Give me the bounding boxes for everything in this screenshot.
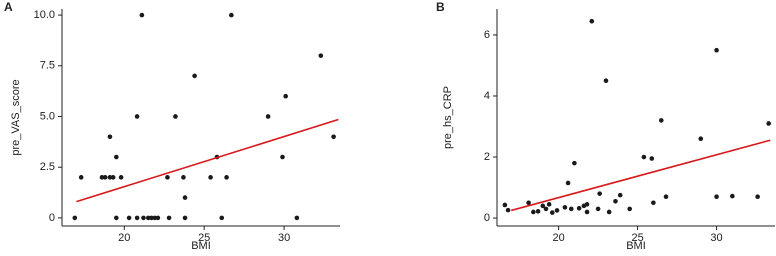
x-tick-label: 25 <box>631 232 643 244</box>
point <box>606 209 612 215</box>
point <box>531 209 536 215</box>
point <box>766 121 771 126</box>
point <box>572 160 577 166</box>
point <box>114 154 119 160</box>
point <box>562 205 568 210</box>
point <box>584 202 590 207</box>
point <box>576 205 582 211</box>
y-axis-title: pre_VAS_score <box>10 79 22 155</box>
y-tick-label: 2 <box>484 151 490 163</box>
point <box>192 73 197 79</box>
point <box>568 206 574 212</box>
point <box>546 202 552 207</box>
point <box>595 206 601 212</box>
point <box>72 215 78 221</box>
y-axis-title: pre_hs_CRP <box>442 86 454 149</box>
x-tick-label: 20 <box>552 232 564 244</box>
point <box>543 206 549 212</box>
point <box>182 195 188 200</box>
point <box>139 12 145 18</box>
x-tick-label: 25 <box>198 232 210 244</box>
point <box>134 215 140 221</box>
point <box>126 215 132 221</box>
point <box>102 175 108 180</box>
point <box>554 208 560 213</box>
point <box>219 215 225 221</box>
x-tick-label: 20 <box>118 232 130 244</box>
point <box>224 175 229 180</box>
point <box>110 175 116 180</box>
point <box>651 200 656 206</box>
panel-label: A <box>4 0 13 14</box>
point <box>584 209 590 215</box>
point <box>617 192 623 198</box>
point <box>99 175 105 180</box>
point <box>149 215 154 221</box>
x-axis-title: BMI <box>191 240 211 252</box>
y-tick-label: 10.0 <box>34 9 55 21</box>
x-axis-title: BMI <box>626 240 646 252</box>
point <box>535 209 541 214</box>
point <box>603 78 609 84</box>
point <box>565 180 571 186</box>
point <box>698 136 704 142</box>
point <box>526 200 531 206</box>
point <box>229 12 234 18</box>
y-tick-label: 2.5 <box>40 161 55 173</box>
point <box>165 175 170 180</box>
point <box>181 175 186 180</box>
point <box>173 114 178 119</box>
point <box>613 198 618 204</box>
point <box>627 206 632 212</box>
point <box>331 134 336 140</box>
point <box>280 154 285 160</box>
panel-label: B <box>436 0 445 14</box>
point <box>155 215 161 221</box>
point <box>641 154 647 160</box>
point <box>549 210 555 215</box>
point <box>658 118 664 123</box>
point <box>283 93 288 99</box>
point <box>649 156 655 161</box>
point <box>141 215 146 221</box>
point <box>589 18 595 24</box>
point <box>540 203 546 209</box>
point <box>294 215 300 221</box>
y-tick-label: 7.5 <box>40 60 55 72</box>
y-tick-label: 4 <box>484 90 490 102</box>
point <box>152 215 157 221</box>
y-tick-label: 6 <box>484 29 490 41</box>
point <box>145 215 151 221</box>
point <box>663 194 669 200</box>
point <box>182 215 188 221</box>
point <box>208 175 213 180</box>
point <box>597 191 602 196</box>
point <box>714 47 719 53</box>
point <box>134 114 140 119</box>
point <box>107 175 113 180</box>
y-tick-label: 5.0 <box>40 110 55 122</box>
point <box>78 175 84 180</box>
x-tick-label: 30 <box>710 232 722 244</box>
trend-line <box>76 118 339 203</box>
y-tick-label: 0 <box>49 212 55 224</box>
point <box>755 194 760 200</box>
point <box>107 134 113 140</box>
point <box>714 194 719 200</box>
point <box>505 207 511 213</box>
point <box>730 193 735 199</box>
x-tick-label: 30 <box>278 232 290 244</box>
point <box>118 175 124 180</box>
point <box>502 202 508 208</box>
point <box>166 215 172 221</box>
trend-line <box>511 139 771 212</box>
y-tick-label: 0 <box>484 212 490 224</box>
point <box>114 215 119 221</box>
point <box>265 114 271 119</box>
point <box>318 53 324 58</box>
